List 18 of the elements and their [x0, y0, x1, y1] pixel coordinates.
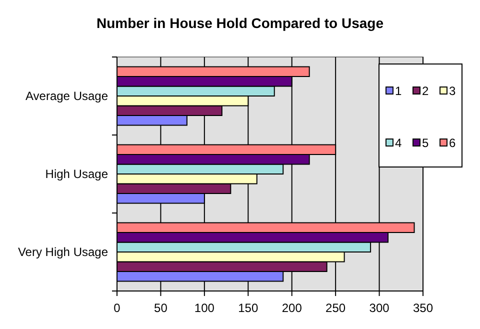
- x-tick-label: 100: [194, 301, 215, 316]
- legend-label: 6: [449, 136, 456, 150]
- y-tick-label: High Usage: [45, 167, 108, 182]
- x-tick-label: 0: [114, 301, 121, 316]
- legend-label: 5: [422, 136, 429, 150]
- y-tick-label: Very High Usage: [18, 245, 108, 260]
- x-tick-label: 150: [238, 301, 258, 316]
- x-tick-label: 300: [369, 301, 390, 316]
- x-tick-label: 50: [154, 301, 168, 316]
- x-tick-label: 350: [412, 301, 434, 316]
- legend-label: 3: [449, 84, 456, 98]
- legend-label: 1: [395, 84, 402, 98]
- x-tick-label: 250: [326, 301, 346, 316]
- y-tick-label: Average Usage: [26, 89, 108, 104]
- chart-title: Number in House Hold Compared to Usage: [96, 15, 384, 31]
- legend-label: 4: [395, 136, 402, 150]
- x-tick-label: 200: [282, 301, 302, 316]
- legend-label: 2: [422, 84, 429, 98]
